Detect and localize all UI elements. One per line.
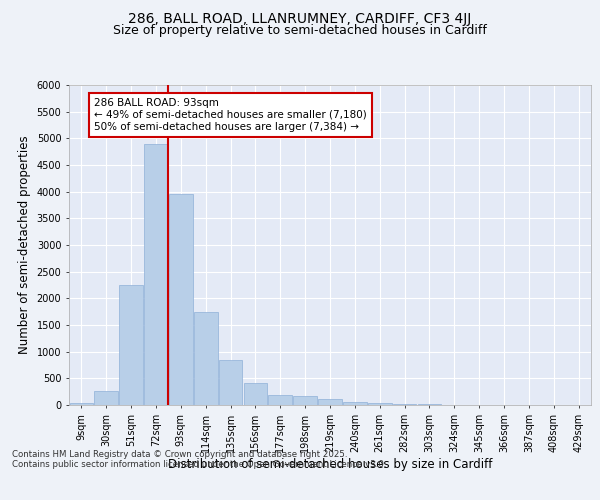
Bar [70, 403, 93, 405]
Bar [194, 312, 218, 405]
Bar [318, 400, 342, 405]
Text: 286 BALL ROAD: 93sqm
← 49% of semi-detached houses are smaller (7,180)
50% of se: 286 BALL ROAD: 93sqm ← 49% of semi-detac… [94, 98, 367, 132]
X-axis label: Distribution of semi-detached houses by size in Cardiff: Distribution of semi-detached houses by … [168, 458, 492, 470]
Bar [119, 285, 143, 405]
Bar [244, 382, 267, 405]
Y-axis label: Number of semi-detached properties: Number of semi-detached properties [18, 136, 31, 354]
Bar [169, 194, 193, 405]
Text: Size of property relative to semi-detached houses in Cardiff: Size of property relative to semi-detach… [113, 24, 487, 37]
Bar [393, 404, 416, 405]
Bar [368, 403, 392, 405]
Bar [268, 394, 292, 405]
Bar [418, 404, 441, 405]
Bar [144, 144, 168, 405]
Text: Contains HM Land Registry data © Crown copyright and database right 2025.
Contai: Contains HM Land Registry data © Crown c… [12, 450, 386, 469]
Bar [293, 396, 317, 405]
Bar [343, 402, 367, 405]
Bar [94, 390, 118, 405]
Bar [219, 360, 242, 405]
Text: 286, BALL ROAD, LLANRUMNEY, CARDIFF, CF3 4JJ: 286, BALL ROAD, LLANRUMNEY, CARDIFF, CF3… [128, 12, 472, 26]
